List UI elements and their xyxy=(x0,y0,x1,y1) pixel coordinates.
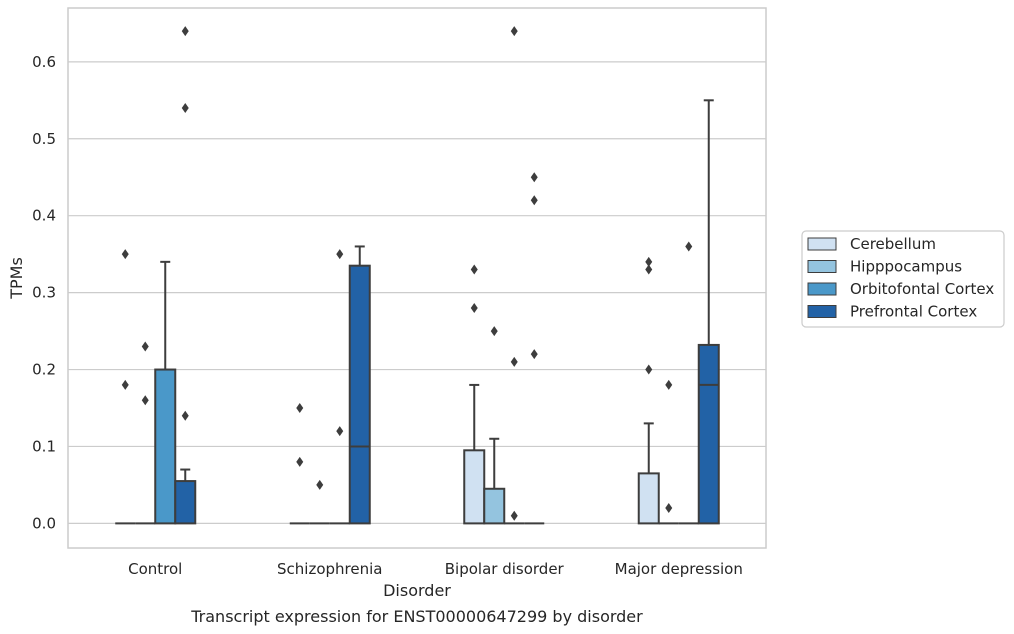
outlier-point xyxy=(181,410,189,421)
box-prefrontal-cortex xyxy=(524,172,545,525)
outlier-point xyxy=(645,264,653,275)
legend-swatch xyxy=(807,260,837,273)
y-tick-label: 0.1 xyxy=(32,437,56,455)
box-hipppocampus xyxy=(658,379,679,525)
box-orbitofontal-cortex xyxy=(329,249,350,525)
y-tick-label: 0.2 xyxy=(32,361,56,379)
legend-label: Hipppocampus xyxy=(850,258,962,276)
outlier-point xyxy=(665,503,673,513)
outlier-point xyxy=(316,479,324,490)
y-tick-label: 0.3 xyxy=(32,284,56,302)
outlier-point xyxy=(685,241,693,252)
outlier-point xyxy=(141,395,149,406)
outlier-point xyxy=(510,26,518,37)
box-orbitofontal-cortex xyxy=(678,241,699,525)
legend-label: Cerebellum xyxy=(850,235,936,253)
x-tick-labels: Control Schizophrenia Bipolar disorder Majo… xyxy=(128,560,743,578)
box-cerebellum xyxy=(637,256,660,525)
outlier-point xyxy=(645,256,653,267)
outlier-point xyxy=(181,103,189,113)
legend: Cerebellum Hipppocampus Orbitofontal Corte… xyxy=(801,230,1005,328)
box-cerebellum xyxy=(115,249,136,525)
outlier-point xyxy=(121,379,129,390)
outlier-point xyxy=(181,26,189,37)
box-prefrontal-cortex xyxy=(697,99,720,525)
box-body xyxy=(348,264,371,525)
box-prefrontal-cortex xyxy=(174,26,197,525)
box-hipppocampus xyxy=(135,341,156,525)
outlier-point xyxy=(141,341,149,352)
outlier-point xyxy=(530,195,538,206)
x-tick-label: Major depression xyxy=(615,560,743,578)
figure-caption: Transcript expression for ENST0000064729… xyxy=(190,607,643,626)
box-prefrontal-cortex xyxy=(348,245,371,525)
legend-label: Prefrontal Cortex xyxy=(850,303,977,321)
legend-label: Orbitofontal Cortex xyxy=(850,280,994,298)
box-hipppocampus xyxy=(309,479,330,525)
outlier-point xyxy=(296,456,304,467)
legend-frame xyxy=(801,230,1005,328)
box-hipppocampus xyxy=(483,326,506,525)
y-tick-label: 0.4 xyxy=(32,207,56,225)
outlier-point xyxy=(336,249,344,260)
x-tick-label: Bipolar disorder xyxy=(445,560,565,578)
box-cerebellum xyxy=(289,403,310,525)
outlier-point xyxy=(530,172,538,183)
box-orbitofontal-cortex xyxy=(504,26,525,525)
outlier-point xyxy=(296,403,304,413)
plot-area xyxy=(67,7,767,549)
box-body xyxy=(154,368,177,525)
outlier-point xyxy=(665,379,673,390)
outlier-point xyxy=(336,426,344,437)
box-body xyxy=(483,487,506,525)
x-tick-label: Schizophrenia xyxy=(277,560,382,578)
outlier-point xyxy=(470,264,478,275)
outlier-point xyxy=(121,249,129,260)
box-body xyxy=(697,343,720,525)
box-body xyxy=(463,449,486,525)
outlier-point xyxy=(510,356,518,367)
box-body xyxy=(637,472,660,525)
grid-lines xyxy=(68,61,766,524)
outlier-point xyxy=(530,349,538,360)
box-body xyxy=(174,480,197,525)
x-tick-label: Control xyxy=(128,560,182,578)
y-tick-label: 0.5 xyxy=(32,130,56,148)
outlier-point xyxy=(510,510,518,521)
legend-swatch xyxy=(807,282,837,296)
y-axis-title: TPMs xyxy=(7,257,26,300)
box-plots xyxy=(115,26,720,525)
y-tick-label: 0.6 xyxy=(32,53,56,71)
outlier-point xyxy=(470,303,478,313)
y-tick-labels: 0.0 0.1 0.2 0.3 0.4 0.5 0.6 xyxy=(32,53,56,533)
outlier-point xyxy=(645,364,653,375)
box-orbitofontal-cortex xyxy=(154,260,177,525)
box-cerebellum xyxy=(463,264,486,525)
x-axis-title: Disorder xyxy=(383,581,451,600)
legend-swatch xyxy=(807,237,837,251)
outlier-point xyxy=(490,326,498,337)
legend-swatch xyxy=(807,305,837,318)
y-tick-label: 0.0 xyxy=(32,514,56,532)
